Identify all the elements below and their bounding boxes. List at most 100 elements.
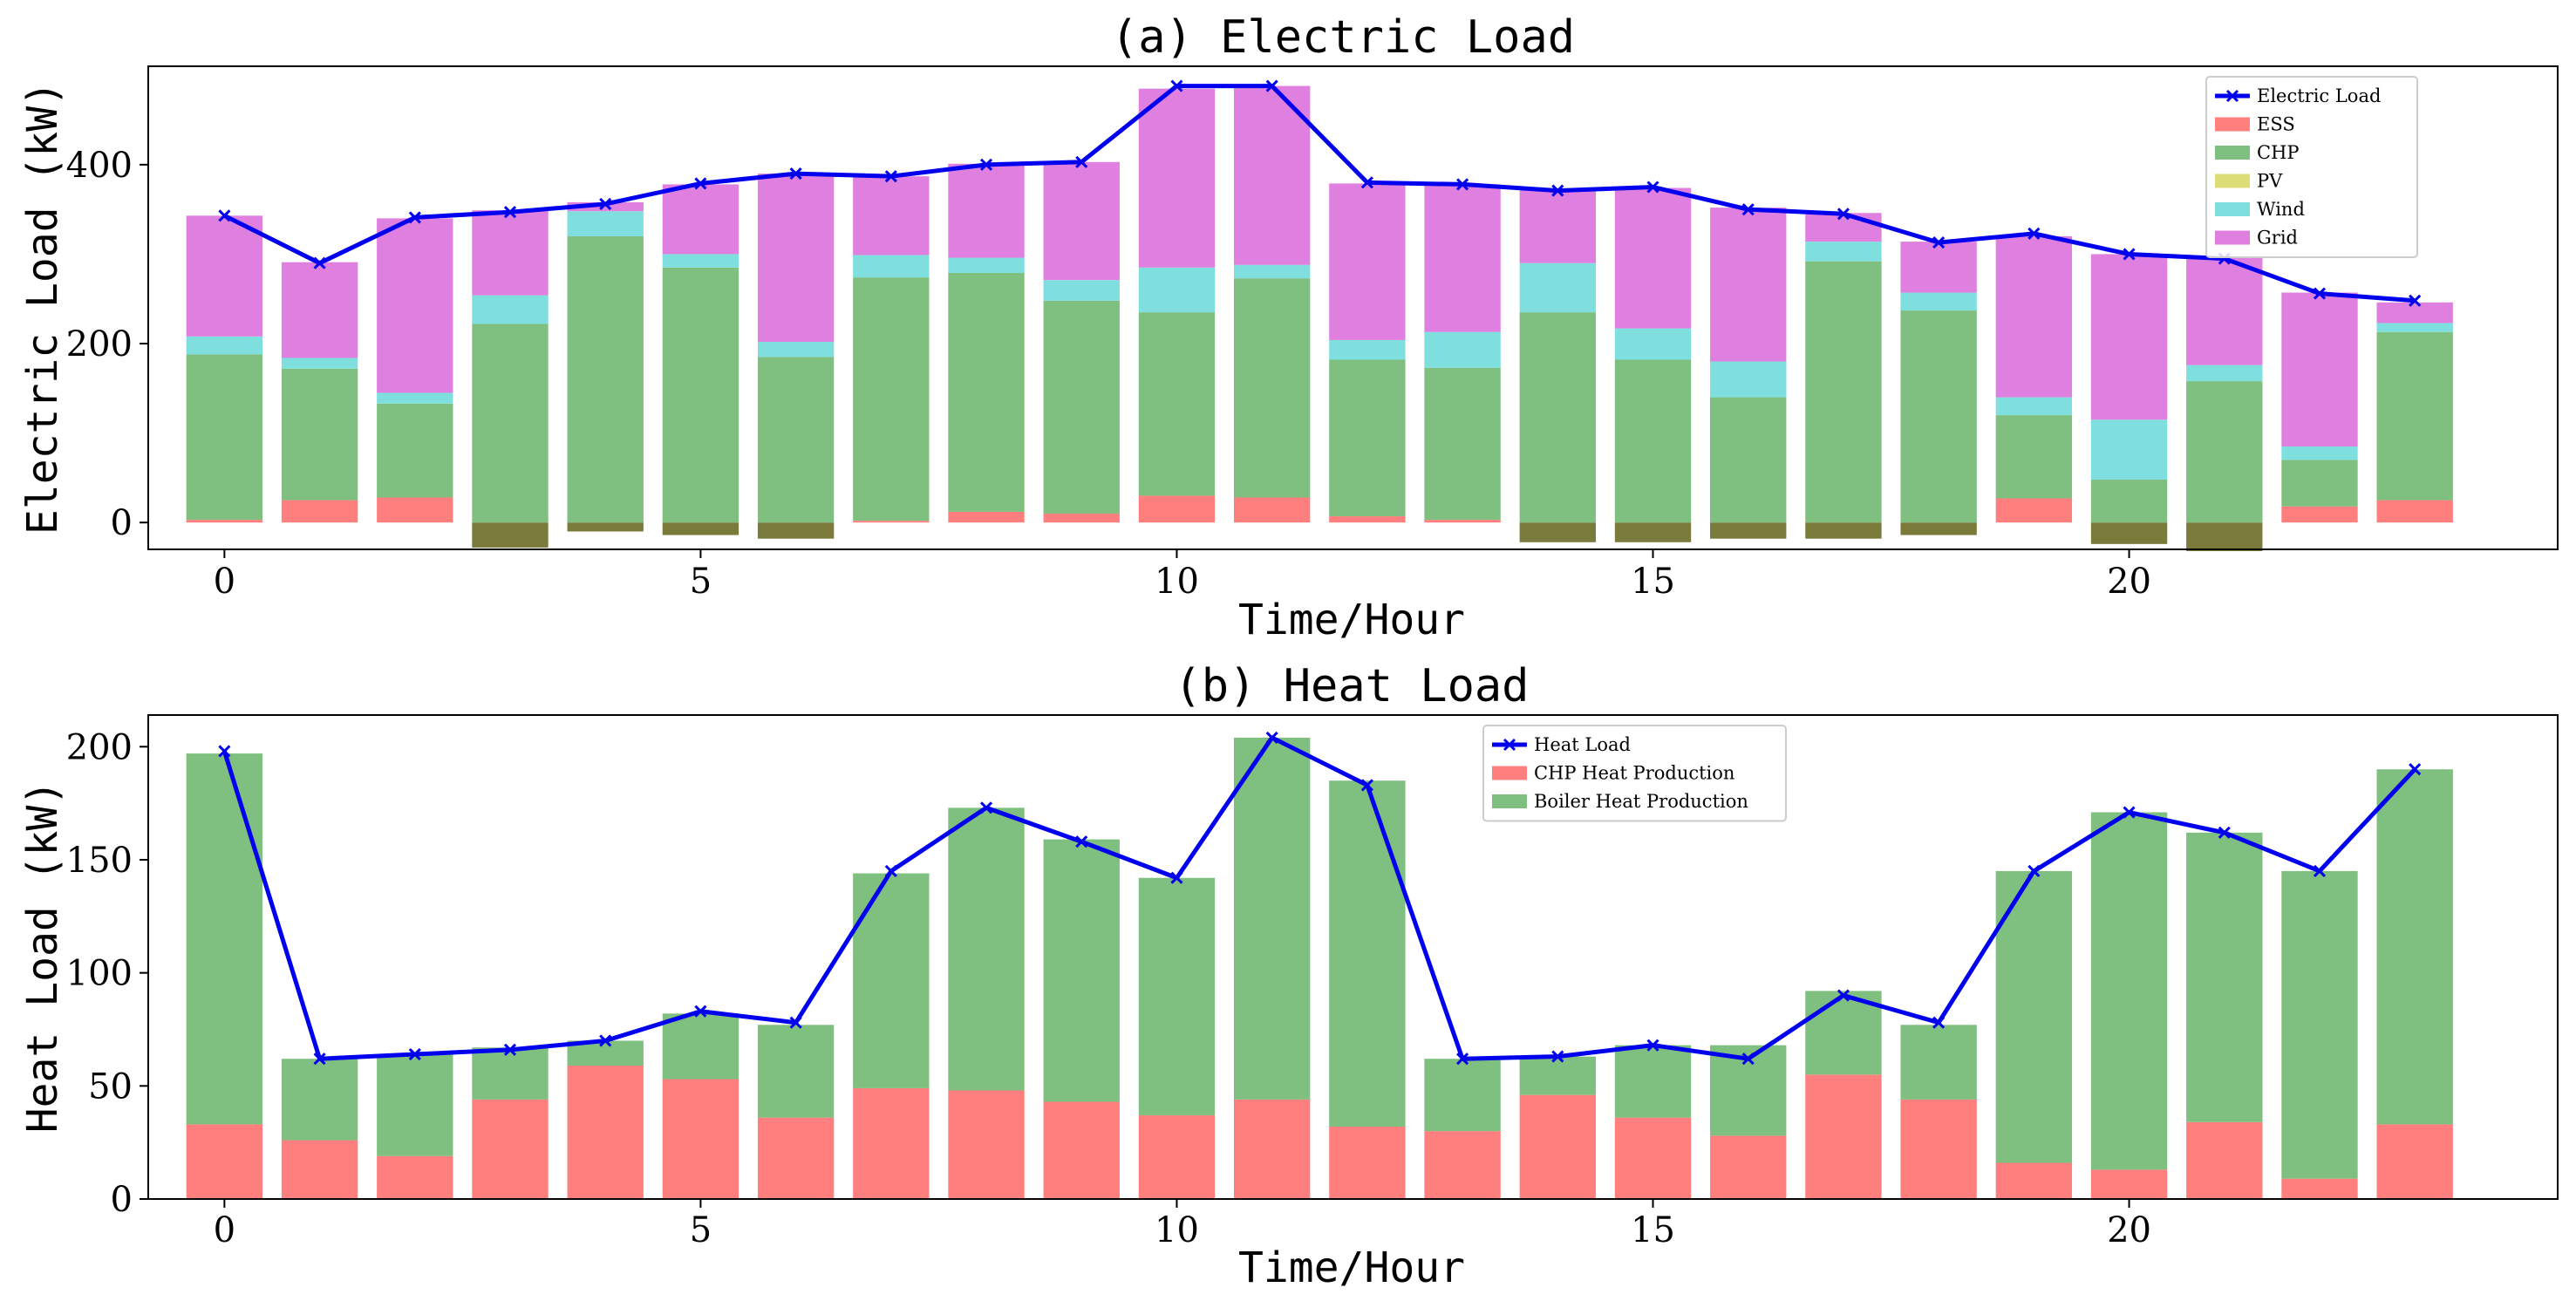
bar-ess-hour-13 (1424, 520, 1501, 523)
heat-load-marker-hour-16 (1741, 1053, 1755, 1066)
electric-load-marker-hour-5 (694, 177, 707, 190)
legend-swatch-pv (2215, 174, 2250, 188)
bar-ess-hour-18 (1900, 522, 1977, 535)
bar-ess-hour-12 (1329, 516, 1406, 523)
bar-boiler-heat-production-hour-18 (1900, 1025, 1977, 1100)
electric-load-y-tick-label-400: 400 (66, 146, 133, 186)
bar-chp-heat-production-hour-0 (186, 1124, 263, 1199)
electric-load-x-tick-label-5: 5 (690, 562, 712, 602)
bar-chp-hour-22 (2281, 460, 2358, 507)
bar-ess-hour-3 (472, 522, 549, 548)
bar-wind-hour-15 (1614, 328, 1692, 360)
heat-load-x-tick-label-0: 0 (214, 1210, 235, 1250)
electric-load-title: (a) Electric Load (1111, 11, 1575, 64)
electric-load-x-tick-label-10: 10 (1155, 562, 1199, 602)
bar-grid-hour-18 (1900, 242, 1977, 293)
bar-ess-hour-6 (757, 522, 835, 539)
bar-grid-hour-6 (757, 174, 835, 342)
electric-load-x-tick-label-0: 0 (214, 562, 235, 602)
bar-ess-hour-17 (1805, 522, 1882, 539)
bar-wind-hour-22 (2281, 446, 2358, 460)
bar-chp-heat-production-hour-11 (1233, 1099, 1311, 1199)
heat-load-marker-hour-7 (884, 864, 897, 878)
bar-ess-hour-8 (948, 511, 1025, 523)
bar-chp-hour-10 (1138, 312, 1216, 496)
bar-chp-hour-18 (1900, 310, 1977, 523)
bar-chp-hour-23 (2376, 331, 2453, 501)
heat-load-marker-hour-2 (408, 1047, 421, 1061)
bar-wind-hour-23 (2376, 323, 2453, 332)
bar-wind-hour-11 (1233, 264, 1311, 279)
heat-load-line (221, 735, 2417, 1061)
bar-chp-heat-production-hour-3 (472, 1099, 549, 1199)
heat-load-marker-hour-0 (218, 745, 231, 758)
bar-ess-hour-14 (1519, 522, 1596, 542)
bar-grid-hour-14 (1519, 189, 1596, 263)
bar-chp-hour-14 (1519, 312, 1596, 523)
bar-wind-hour-13 (1424, 331, 1501, 368)
heat-load-marker-hour-18 (1932, 1016, 1946, 1029)
electric-load-y-tick-label-200: 200 (66, 324, 133, 364)
bar-chp-hour-6 (757, 357, 835, 523)
bar-grid-hour-3 (472, 210, 549, 296)
legend-label-chp: CHP (2257, 142, 2300, 163)
bar-ess-hour-2 (377, 497, 453, 523)
bar-grid-hour-23 (2376, 302, 2453, 324)
legend-label-ess: ESS (2257, 114, 2295, 135)
legend-swatch-chp-heat-production (1492, 766, 1527, 780)
bar-boiler-heat-production-hour-5 (662, 1013, 739, 1080)
bar-ess-hour-5 (662, 522, 739, 535)
bar-boiler-heat-production-hour-14 (1519, 1056, 1596, 1095)
bar-chp-heat-production-hour-19 (1995, 1162, 2073, 1199)
bar-wind-hour-19 (1995, 397, 2073, 416)
heat-load-marker-hour-23 (2409, 763, 2422, 776)
bar-chp-hour-5 (662, 267, 739, 523)
electric-load-marker-hour-23 (2409, 294, 2422, 307)
heat-load-marker-hour-21 (2218, 826, 2231, 839)
bar-grid-hour-11 (1233, 85, 1311, 265)
bar-grid-hour-12 (1329, 183, 1406, 340)
bar-boiler-heat-production-hour-10 (1138, 877, 1216, 1116)
bar-chp-heat-production-hour-10 (1138, 1115, 1216, 1199)
bar-ess-hour-9 (1043, 513, 1120, 523)
bar-chp-heat-production-hour-23 (2376, 1124, 2453, 1199)
bar-wind-hour-9 (1043, 280, 1120, 301)
electric-load-marker-hour-17 (1837, 208, 1850, 221)
bar-wind-hour-14 (1519, 262, 1596, 313)
legend-swatch-boiler-heat-production (1492, 794, 1527, 808)
bar-wind-hour-21 (2186, 364, 2263, 382)
electric-load-marker-hour-0 (218, 209, 231, 222)
bar-wind-hour-20 (2090, 419, 2168, 480)
bar-chp-heat-production-hour-20 (2090, 1169, 2168, 1199)
heat-load-x-tick-label-20: 20 (2107, 1210, 2151, 1250)
legend-swatch-wind (2215, 202, 2250, 216)
heat-load-marker-hour-3 (503, 1043, 517, 1056)
heat-load-marker-hour-9 (1075, 835, 1088, 848)
legend-swatch-heat-load (1492, 738, 1527, 752)
electric-load-axes-frame (147, 65, 2559, 550)
bar-ess-hour-1 (281, 500, 358, 523)
heat-load-marker-hour-20 (2123, 806, 2136, 819)
electric-load-legend: Electric Load ESS CHP PV Wind Grid (2205, 76, 2418, 258)
electric-load-plot (186, 79, 2453, 552)
heat-load-marker-hour-17 (1837, 989, 1850, 1002)
bar-wind-hour-12 (1329, 339, 1406, 360)
electric-load-marker-hour-9 (1075, 155, 1088, 168)
heat-load-marker-hour-13 (1456, 1053, 1469, 1066)
electric-load-marker-hour-2 (408, 211, 421, 224)
heat-load-marker-hour-19 (2027, 864, 2041, 878)
electric-load-marker-hour-3 (503, 206, 517, 219)
bar-chp-heat-production-hour-7 (853, 1087, 930, 1199)
bar-ess-hour-7 (853, 521, 930, 523)
heat-load-y-tick-label-100: 100 (66, 954, 133, 994)
heat-load-x-tick-label-15: 15 (1631, 1210, 1675, 1250)
bar-chp-hour-9 (1043, 300, 1120, 514)
bar-boiler-heat-production-hour-2 (377, 1054, 453, 1156)
bar-chp-heat-production-hour-16 (1710, 1135, 1787, 1199)
bar-grid-hour-17 (1805, 213, 1882, 242)
bar-chp-hour-17 (1805, 261, 1882, 523)
bar-chp-hour-0 (186, 354, 263, 521)
heat-load-y-tick-label-50: 50 (88, 1066, 133, 1107)
electric-load-marker-hour-10 (1170, 79, 1183, 92)
heat-load-x-tick-label-10: 10 (1155, 1210, 1199, 1250)
